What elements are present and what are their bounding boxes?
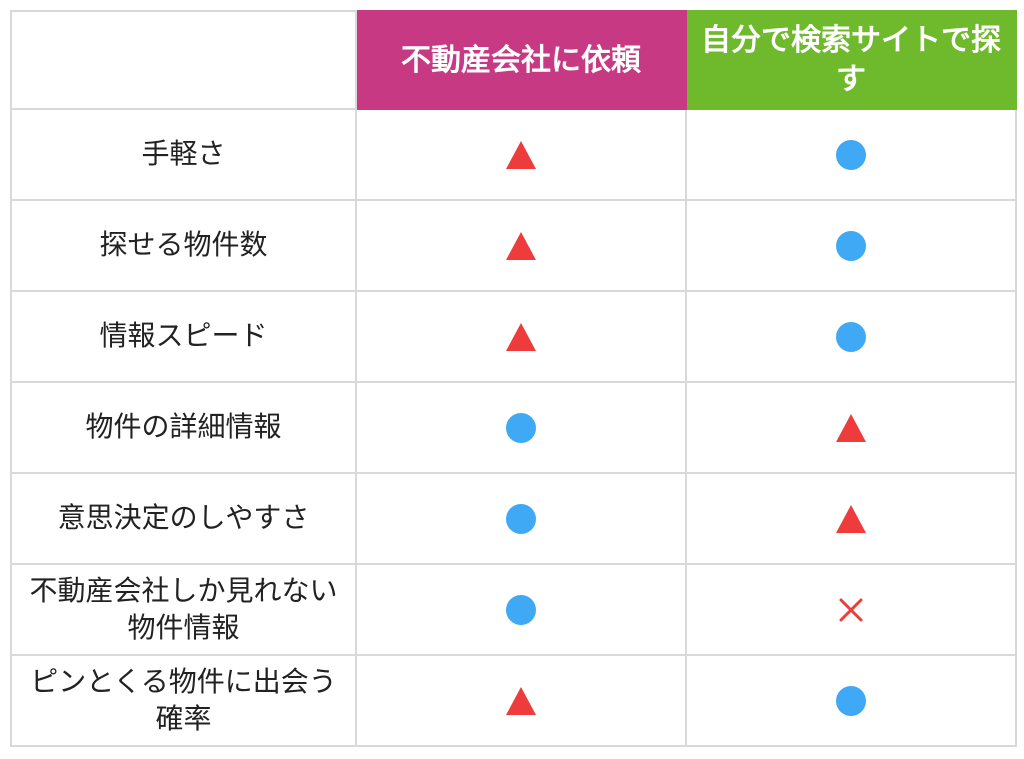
triangle-icon <box>687 474 1015 563</box>
cell-col1 <box>356 109 686 200</box>
table-row: 手軽さ <box>11 109 1016 200</box>
cell-col2 <box>686 564 1016 655</box>
row-label: ピンとくる物件に出会う確率 <box>11 655 356 746</box>
circle-icon <box>357 474 685 563</box>
comparison-table: 不動産会社に依頼 自分で検索サイトで探す 手軽さ探せる物件数情報スピード物件の詳… <box>10 10 1017 747</box>
cell-col1 <box>356 291 686 382</box>
table-row: 不動産会社しか見れない物件情報 <box>11 564 1016 655</box>
cell-col2 <box>686 473 1016 564</box>
circle-icon <box>687 110 1015 199</box>
table-row: 情報スピード <box>11 291 1016 382</box>
cell-col1 <box>356 473 686 564</box>
cell-col2 <box>686 109 1016 200</box>
cell-col2 <box>686 382 1016 473</box>
circle-icon <box>357 565 685 654</box>
circle-icon <box>687 656 1015 745</box>
row-label: 意思決定のしやすさ <box>11 473 356 564</box>
table-row: 物件の詳細情報 <box>11 382 1016 473</box>
cell-col1 <box>356 382 686 473</box>
cell-col2 <box>686 200 1016 291</box>
row-label: 物件の詳細情報 <box>11 382 356 473</box>
cell-col1 <box>356 655 686 746</box>
header-col2: 自分で検索サイトで探す <box>686 11 1016 109</box>
triangle-icon <box>357 201 685 290</box>
cell-col2 <box>686 655 1016 746</box>
cross-icon <box>687 565 1015 654</box>
header-blank <box>11 11 356 109</box>
triangle-icon <box>687 383 1015 472</box>
header-col1: 不動産会社に依頼 <box>356 11 686 109</box>
cell-col1 <box>356 564 686 655</box>
row-label: 探せる物件数 <box>11 200 356 291</box>
table-row: 意思決定のしやすさ <box>11 473 1016 564</box>
table-row: ピンとくる物件に出会う確率 <box>11 655 1016 746</box>
circle-icon <box>687 292 1015 381</box>
triangle-icon <box>357 656 685 745</box>
circle-icon <box>687 201 1015 290</box>
triangle-icon <box>357 292 685 381</box>
row-label: 情報スピード <box>11 291 356 382</box>
triangle-icon <box>357 110 685 199</box>
cell-col1 <box>356 200 686 291</box>
circle-icon <box>357 383 685 472</box>
row-label: 不動産会社しか見れない物件情報 <box>11 564 356 655</box>
cell-col2 <box>686 291 1016 382</box>
table-row: 探せる物件数 <box>11 200 1016 291</box>
header-row: 不動産会社に依頼 自分で検索サイトで探す <box>11 11 1016 109</box>
row-label: 手軽さ <box>11 109 356 200</box>
